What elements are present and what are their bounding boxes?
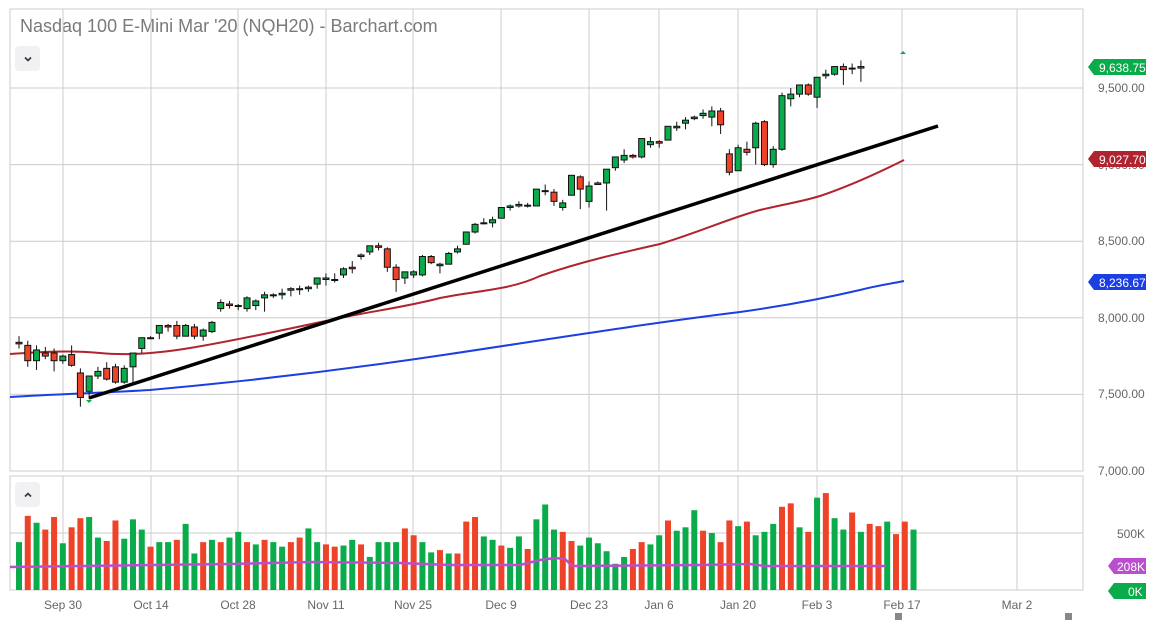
price-tick: 8,000.00 [1098, 311, 1145, 325]
volume-bars [16, 493, 917, 590]
candlesticks [15, 51, 906, 407]
collapse-volume-panel-button[interactable] [15, 482, 40, 507]
date-tick: Jan 20 [720, 598, 756, 612]
volume-ma-tag: 208K [1108, 558, 1146, 574]
chevron-up-icon [23, 491, 32, 497]
price-tick: 7,500.00 [1098, 387, 1145, 401]
last-price-tag: 9,638.75 [1088, 59, 1146, 75]
date-tick: Jan 6 [644, 598, 674, 612]
price-tick: 7,000.00 [1098, 464, 1145, 478]
chart-title: Nasdaq 100 E-Mini Mar '20 (NQH20) - Barc… [20, 16, 438, 36]
price-tick: 9,500.00 [1098, 81, 1145, 95]
ma-long-tag: 8,236.67 [1088, 274, 1146, 290]
date-tick: Mar 2 [1002, 598, 1033, 612]
trendline[interactable] [88, 124, 939, 400]
price-tick: 8,500.00 [1098, 234, 1145, 248]
last-volume-tag: 0K [1108, 583, 1146, 599]
date-tick: Sep 30 [44, 598, 82, 612]
volume-tick: 500K [1117, 527, 1145, 541]
ma-long-line [9, 280, 905, 398]
date-tick: Nov 11 [307, 598, 344, 612]
svg-text:0K: 0K [1128, 585, 1143, 599]
ma-short-line [9, 159, 905, 356]
date-axis: Sep 30 Oct 14 Oct 28 Nov 11 Nov 25 Dec 9 Dec 2… [44, 598, 1033, 612]
svg-text:208K: 208K [1117, 560, 1145, 574]
date-tick: Oct 14 [133, 598, 169, 612]
date-tick: Feb 3 [802, 598, 833, 612]
moving-averages [9, 159, 905, 569]
date-tick: Dec 23 [570, 598, 608, 612]
date-tick: Nov 25 [394, 598, 432, 612]
collapse-price-panel-button[interactable] [15, 46, 40, 71]
date-tick: Dec 9 [485, 598, 517, 612]
date-tick: Feb 17 [883, 598, 921, 612]
date-tick: Oct 28 [220, 598, 256, 612]
svg-text:8,236.67: 8,236.67 [1099, 276, 1146, 290]
chevron-down-icon [23, 56, 32, 62]
range-handle-left[interactable] [895, 613, 902, 620]
price-axis: 9,500.00 9,000.00 8,500.00 8,000.00 7,50… [1098, 81, 1145, 541]
grid-lines [9, 8, 1084, 591]
svg-text:9,027.70: 9,027.70 [1099, 153, 1146, 167]
ma-short-tag: 9,027.70 [1088, 151, 1146, 167]
volume-ma-line [9, 556, 886, 569]
svg-text:9,638.75: 9,638.75 [1099, 61, 1146, 75]
range-handle-right[interactable] [1065, 613, 1072, 620]
